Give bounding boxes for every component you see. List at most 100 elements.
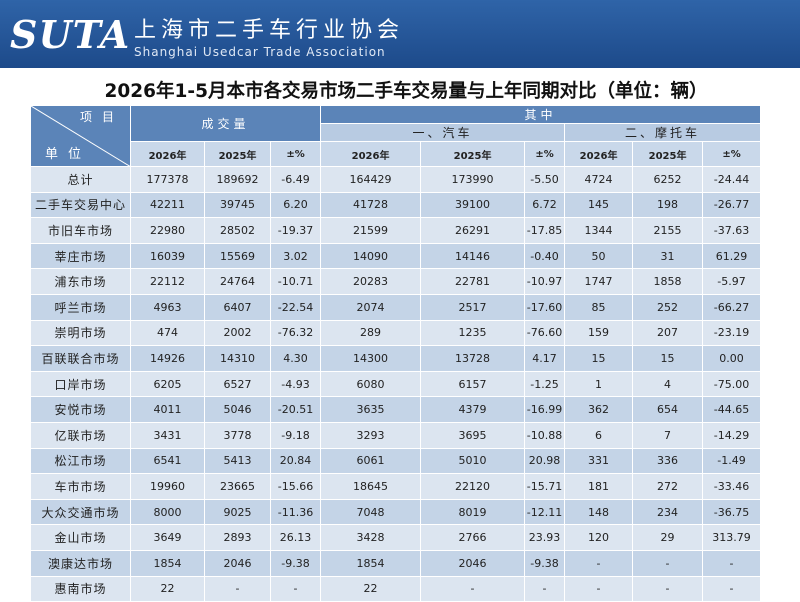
- table-cell: 252: [632, 293, 704, 321]
- table-cell: 42211: [130, 191, 205, 219]
- trade-volume-table: 项目 单位 成交量 其中 一、汽车 二、摩托车 2026年 2025年 ±% 2026…: [30, 105, 762, 602]
- table-cell: -: [524, 575, 566, 602]
- column-header: ±%: [702, 141, 762, 167]
- table-cell: -16.99: [524, 396, 566, 423]
- table-cell: 22112: [130, 268, 205, 295]
- table-row: 松江市场 6541 5413 20.84 6061 5010 20.98 331 336 -1.4…: [30, 447, 762, 475]
- table-cell: 159: [564, 319, 634, 347]
- table-cell: 1344: [564, 217, 634, 244]
- table-cell: 23.93: [524, 524, 566, 551]
- row-label: 车市市场: [30, 473, 131, 500]
- table-cell: 7048: [320, 498, 422, 526]
- table-cell: 1858: [632, 268, 704, 295]
- row-label: 莘庄市场: [30, 242, 131, 270]
- table-row: 亿联市场 3431 3778 -9.18 3293 3695 -10.88 6 7 -14.29: [30, 421, 762, 449]
- table-cell: 20.84: [269, 447, 322, 475]
- table-cell: 6205: [130, 370, 205, 398]
- sub-header-car: 一、汽车: [320, 123, 566, 142]
- table-cell: -12.11: [524, 498, 566, 526]
- table-cell: -14.29: [702, 421, 762, 449]
- table-cell: -10.88: [524, 421, 566, 449]
- table-cell: 6157: [420, 370, 526, 398]
- table-cell: 177378: [130, 166, 205, 193]
- table-cell: 3.02: [269, 242, 322, 270]
- table-cell: -9.38: [524, 549, 566, 577]
- table-cell: 4.30: [269, 345, 322, 372]
- table-cell: -10.71: [269, 268, 322, 295]
- table-cell: 189692: [204, 166, 271, 193]
- table-cell: 29: [632, 524, 704, 551]
- table-cell: -19.37: [269, 217, 322, 244]
- table-cell: 181: [564, 473, 634, 500]
- table-cell: 8000: [130, 498, 205, 526]
- table-cell: -: [420, 575, 526, 602]
- table-cell: -11.36: [269, 498, 322, 526]
- row-label: 呼兰市场: [30, 293, 131, 321]
- report-title: 2026年1-5月本市各交易市场二手车交易量与上年同期对比（单位：辆）: [104, 81, 708, 102]
- table-cell: -33.46: [702, 473, 762, 500]
- table-cell: 1: [564, 370, 634, 398]
- table-cell: -15.71: [524, 473, 566, 500]
- table-cell: -23.19: [702, 319, 762, 347]
- corner-label-unit: 单位: [45, 147, 92, 162]
- column-header: 2025年: [632, 141, 704, 167]
- group-header-total: 成交量: [129, 105, 322, 142]
- table-row: 百联联合市场 14926 14310 4.30 14300 13728 4.17 15 15 0.…: [30, 345, 762, 372]
- table-cell: -20.51: [269, 396, 322, 423]
- table-cell: 8019: [420, 498, 526, 526]
- row-label: 金山市场: [30, 524, 131, 551]
- row-label: 口岸市场: [30, 370, 131, 398]
- row-label: 百联联合市场: [30, 345, 131, 372]
- column-header: 2026年: [320, 141, 422, 167]
- table-cell: -37.63: [702, 217, 762, 244]
- column-header: ±%: [524, 141, 566, 167]
- table-cell: 5413: [204, 447, 271, 475]
- table-cell: 362: [564, 396, 634, 423]
- table-cell: 6252: [632, 166, 704, 193]
- table-cell: 331: [564, 447, 634, 475]
- table-cell: -36.75: [702, 498, 762, 526]
- table-cell: 1235: [420, 319, 526, 347]
- row-label: 澳康达市场: [30, 549, 131, 577]
- table-cell: 26.13: [269, 524, 322, 551]
- table-cell: 4963: [130, 293, 205, 321]
- table-cell: 2074: [320, 293, 422, 321]
- row-label: 二手车交易中心: [30, 191, 131, 219]
- table-cell: 2155: [632, 217, 704, 244]
- table-cell: 85: [564, 293, 634, 321]
- table-cell: 145: [564, 191, 634, 219]
- table-cell: 22: [130, 575, 205, 602]
- table-cell: 6.20: [269, 191, 322, 219]
- table-cell: 14146: [420, 242, 526, 270]
- table-cell: 4: [632, 370, 704, 398]
- column-header: ±%: [269, 141, 322, 167]
- table-cell: -17.60: [524, 293, 566, 321]
- table-cell: 173990: [420, 166, 526, 193]
- table-cell: 6541: [130, 447, 205, 475]
- table-cell: 6080: [320, 370, 422, 398]
- table-cell: -15.66: [269, 473, 322, 500]
- table-cell: 24764: [204, 268, 271, 295]
- table-cell: -5.50: [524, 166, 566, 193]
- table-cell: -: [204, 575, 271, 602]
- table-cell: 28502: [204, 217, 271, 244]
- table-cell: 16039: [130, 242, 205, 270]
- column-header: 2025年: [420, 141, 526, 167]
- table-row: 澳康达市场 1854 2046 -9.38 1854 2046 -9.38- - -: [30, 549, 762, 577]
- table-cell: 15: [632, 345, 704, 372]
- table-cell: 3293: [320, 421, 422, 449]
- table-cell: 2046: [204, 549, 271, 577]
- table-cell: 2893: [204, 524, 271, 551]
- table-cell: 21599: [320, 217, 422, 244]
- table-cell: 1854: [320, 549, 422, 577]
- table-cell: 9025: [204, 498, 271, 526]
- row-label: 浦东市场: [30, 268, 131, 295]
- table-cell: 207: [632, 319, 704, 347]
- table-cell: 1854: [130, 549, 205, 577]
- table-cell: 120: [564, 524, 634, 551]
- table-cell: 3635: [320, 396, 422, 423]
- table-cell: 198: [632, 191, 704, 219]
- table-cell: 654: [632, 396, 704, 423]
- table-cell: 19960: [130, 473, 205, 500]
- table-cell: 2766: [420, 524, 526, 551]
